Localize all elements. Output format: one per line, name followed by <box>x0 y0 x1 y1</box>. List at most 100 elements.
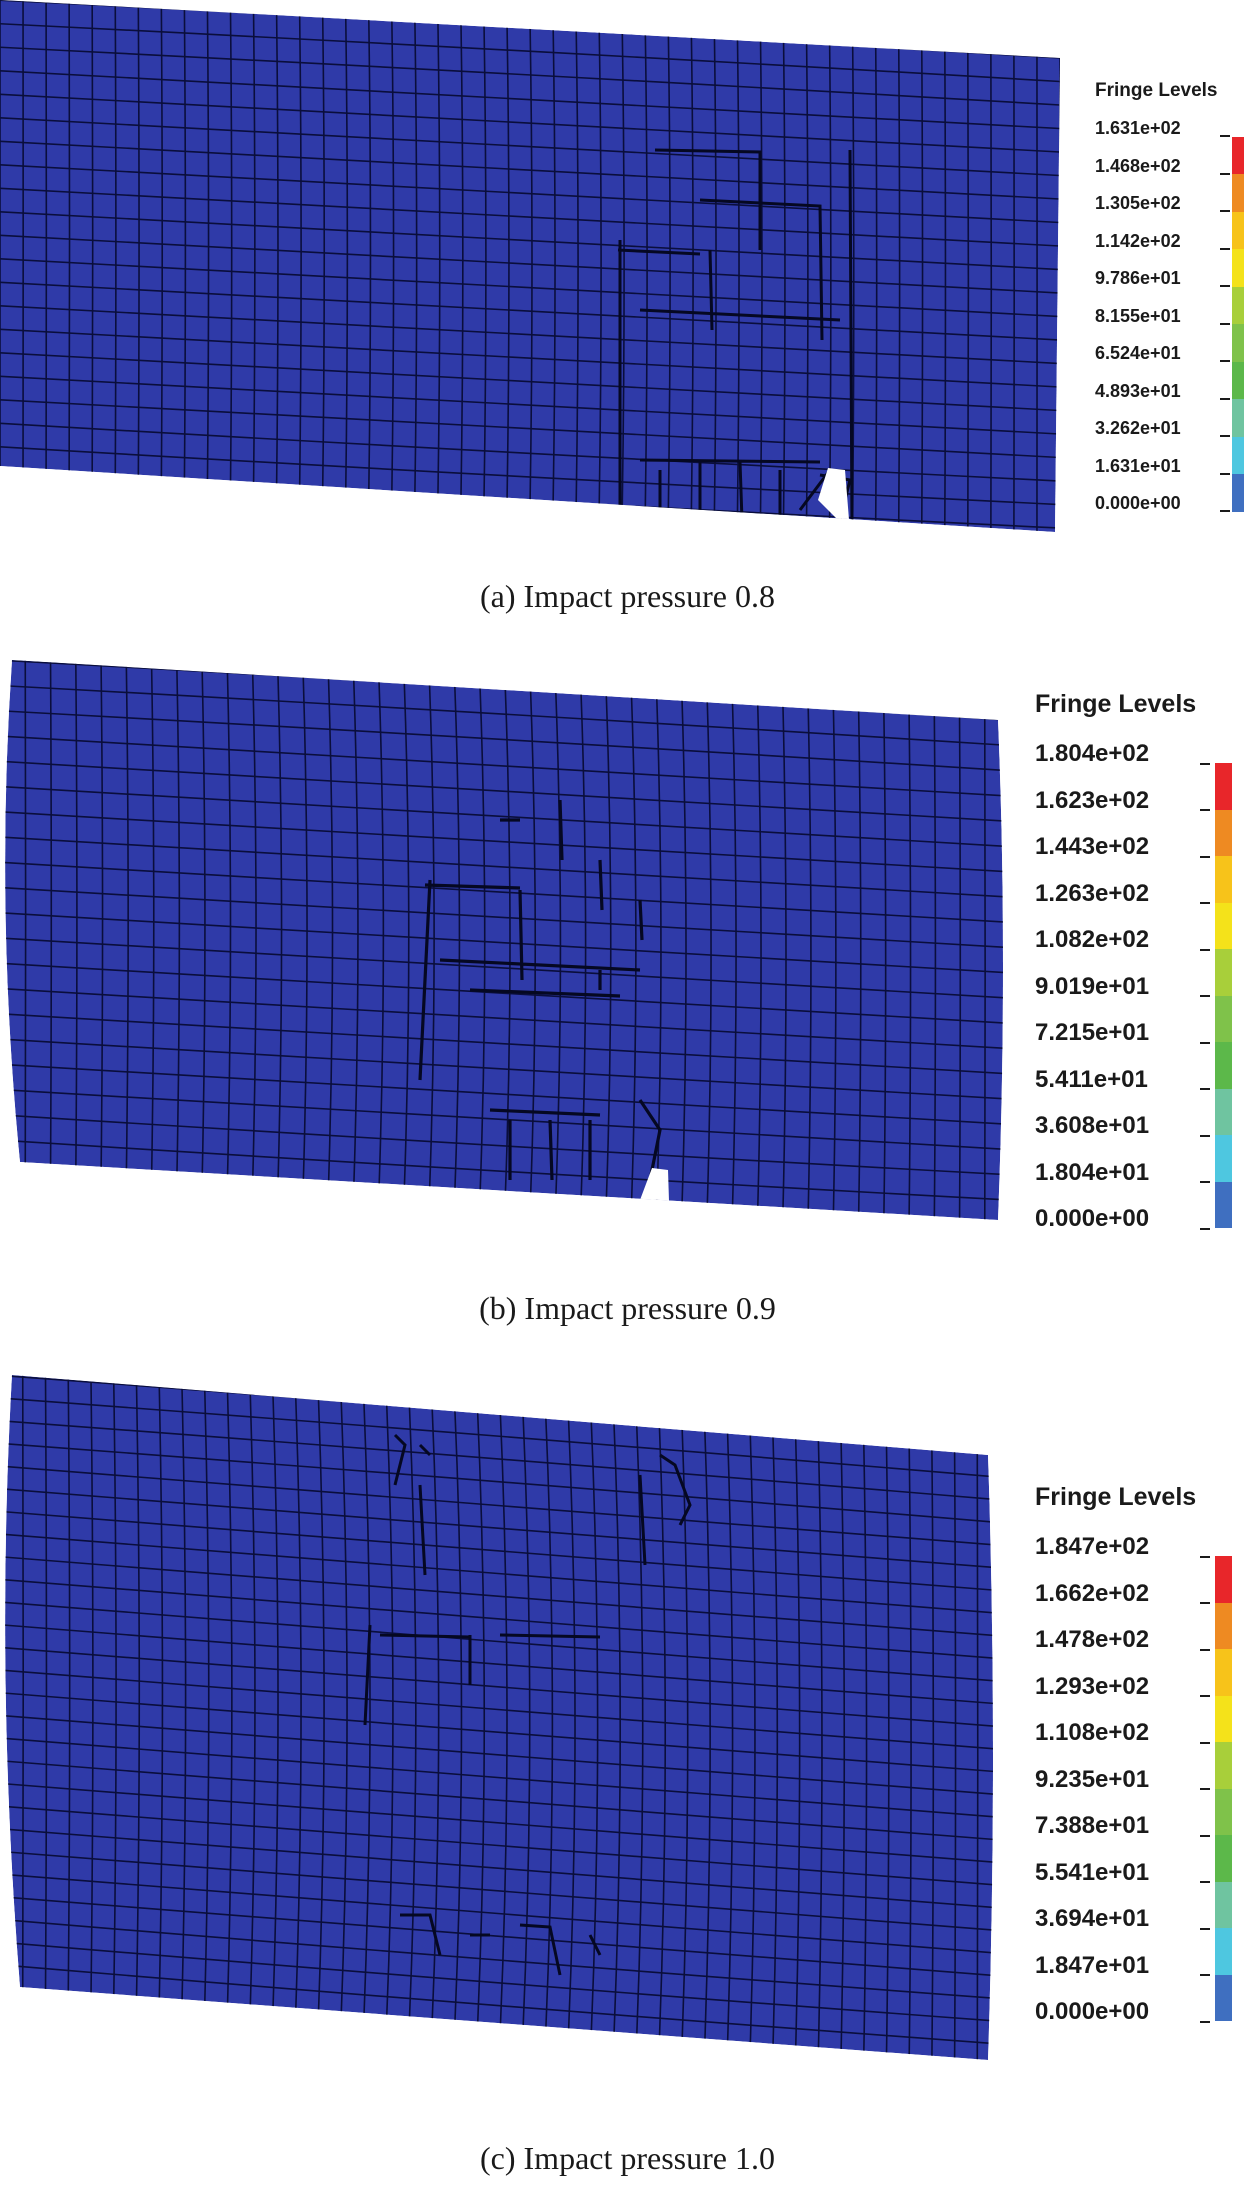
legend-title-a: Fringe Levels <box>1095 80 1218 101</box>
legend-swatch <box>1215 1881 1232 1929</box>
legend-tick <box>1220 397 1230 400</box>
legend-level-label: 3.694e+01 <box>1035 1905 1150 1932</box>
legend-level-label: 1.804e+01 <box>1035 1158 1150 1186</box>
caption-c: (c) Impact pressure 1.0 <box>480 2140 775 2176</box>
legend-swatch <box>1232 474 1244 512</box>
legend-tick <box>1200 1041 1210 1044</box>
legend-swatch <box>1215 995 1232 1043</box>
legend-tick <box>1200 1602 1210 1605</box>
legend-tick <box>1200 809 1210 812</box>
legend-tick <box>1200 855 1210 858</box>
legend-swatch <box>1215 1974 1232 2022</box>
legend-swatch <box>1215 1928 1232 1975</box>
legend-level-label: 1.847e+01 <box>1035 1951 1150 1979</box>
legend-tick <box>1200 1227 1210 1230</box>
legend-level-label: 3.262e+01 <box>1095 418 1181 438</box>
legend-swatch <box>1215 1088 1232 1136</box>
legend-level-label: 1.305e+02 <box>1095 193 1181 213</box>
fringe-legend-b: Fringe Levels 1.804e+02 1.623e+02 1.443e+0… <box>1035 690 1255 1280</box>
legend-level-label: 1.478e+02 <box>1035 1626 1150 1653</box>
legend-tick <box>1200 1555 1210 1558</box>
legend-level-label: 1.142e+02 <box>1095 230 1181 251</box>
legend-tick <box>1200 1927 1210 1930</box>
legend-tick <box>1200 1881 1210 1884</box>
legend-tick <box>1200 762 1210 765</box>
legend-swatch <box>1215 1135 1232 1182</box>
legend-title-b: Fringe Levels <box>1035 690 1197 718</box>
legend-level-label: 1.468e+02 <box>1095 155 1181 176</box>
legend-tick <box>1200 1088 1210 1091</box>
legend-swatch <box>1215 763 1232 810</box>
pipe-surface-c <box>5 1375 994 2060</box>
legend-tick <box>1200 1134 1210 1137</box>
pipe-mesh-a <box>0 0 1060 532</box>
legend-level-label: 1.443e+02 <box>1035 833 1150 860</box>
legend-swatch <box>1215 1835 1232 1882</box>
legend-level-label: 0.000e+00 <box>1035 1998 1150 2025</box>
legend-tick <box>1220 435 1230 438</box>
legend-tick <box>1200 2020 1210 2023</box>
legend-level-label: 7.388e+01 <box>1035 1812 1150 1839</box>
legend-tick <box>1200 1648 1210 1651</box>
legend-tick <box>1200 948 1210 951</box>
legend-level-label: 7.215e+01 <box>1035 1019 1150 1046</box>
legend-swatch <box>1215 1556 1232 1603</box>
legend-swatch <box>1232 136 1244 175</box>
legend-tick <box>1200 995 1210 998</box>
legend-swatch <box>1232 436 1244 475</box>
legend-level-label: 9.235e+01 <box>1035 1765 1150 1793</box>
legend-swatch <box>1215 1042 1232 1089</box>
legend-tick <box>1220 247 1230 250</box>
legend-level-label: 3.608e+01 <box>1035 1112 1150 1139</box>
legend-tick <box>1220 285 1230 288</box>
legend-tick <box>1200 1695 1210 1698</box>
damage-zone-a <box>617 148 854 531</box>
legend-swatch <box>1215 1695 1232 1743</box>
legend-level-label: 0.000e+00 <box>1095 493 1181 513</box>
legend-tick <box>1220 210 1230 213</box>
legend-level-label: 8.155e+01 <box>1095 305 1181 326</box>
legend-tick <box>1200 1181 1210 1184</box>
legend-tick <box>1200 1974 1210 1977</box>
pipe-mesh-c <box>5 1375 994 2060</box>
notch-a <box>818 468 850 532</box>
legend-swatch <box>1232 174 1244 212</box>
legend-swatch <box>1215 1788 1232 1836</box>
legend-swatch <box>1215 902 1232 950</box>
legend-level-label: 1.293e+02 <box>1035 1672 1150 1700</box>
legend-swatch <box>1215 949 1232 996</box>
legend-level-label: 1.847e+02 <box>1035 1533 1150 1560</box>
legend-title-c: Fringe Levels <box>1035 1483 1197 1511</box>
legend-level-label: 1.082e+02 <box>1035 926 1150 953</box>
legend-level-label: 6.524e+01 <box>1095 343 1181 363</box>
legend-level-label: 5.541e+01 <box>1035 1858 1150 1886</box>
legend-tick <box>1220 172 1230 175</box>
legend-swatch <box>1232 211 1244 250</box>
legend-level-label: 1.662e+02 <box>1035 1579 1150 1607</box>
legend-swatch <box>1215 856 1232 903</box>
legend-swatch <box>1215 1649 1232 1696</box>
legend-level-label: 5.411e+01 <box>1035 1065 1148 1093</box>
legend-swatch <box>1232 361 1244 400</box>
legend-level-label: 4.893e+01 <box>1095 380 1181 401</box>
legend-tick <box>1200 1741 1210 1744</box>
legend-tick <box>1220 135 1230 138</box>
legend-level-label: 1.623e+02 <box>1035 786 1150 814</box>
damage-zone-b <box>418 799 662 1181</box>
damage-zone-c <box>363 1433 692 1976</box>
legend-swatch <box>1232 399 1244 437</box>
legend-level-label: 1.804e+02 <box>1035 740 1150 767</box>
legend-swatch <box>1215 1602 1232 1650</box>
pipe-surface-b <box>5 660 1004 1220</box>
legend-level-label: 0.000e+00 <box>1035 1205 1150 1232</box>
legend-tick <box>1220 472 1230 475</box>
legend-swatch <box>1215 1181 1232 1229</box>
legend-level-label: 9.786e+01 <box>1095 268 1181 288</box>
mesh-grid-c <box>5 1375 994 2060</box>
fringe-legend-c: Fringe Levels 1.847e+02 1.662e+02 1.478e+0… <box>1035 1483 1255 2073</box>
legend-swatch <box>1232 249 1244 287</box>
legend-level-label: 9.019e+01 <box>1035 972 1150 1000</box>
legend-level-label: 1.108e+02 <box>1035 1719 1150 1746</box>
legend-tick <box>1200 1788 1210 1791</box>
legend-swatch <box>1232 286 1244 325</box>
